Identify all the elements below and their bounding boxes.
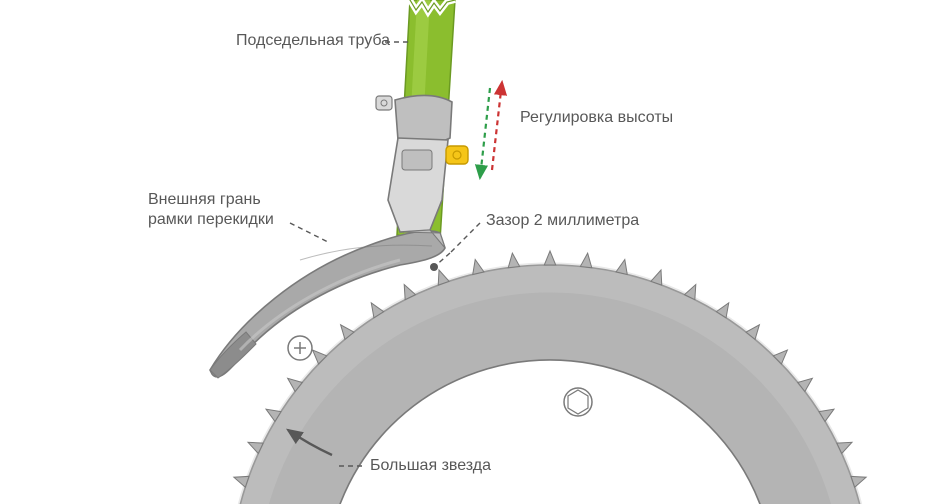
big-chainring xyxy=(230,265,870,504)
label-outer-cage-2: рамки перекидки xyxy=(148,211,274,228)
height-arrow-up xyxy=(492,82,502,170)
label-big-ring: Большая звезда xyxy=(370,457,491,474)
leader-line xyxy=(290,223,330,243)
label-outer-cage-1: Внешняя грань xyxy=(148,191,261,208)
label-seat-tube: Подседельная труба xyxy=(236,32,390,49)
diagram-canvas: Подседельная труба Регулировка высоты Внеш… xyxy=(0,0,930,504)
label-height-adj: Регулировка высоты xyxy=(520,109,673,126)
label-gap: Зазор 2 миллиметра xyxy=(486,212,639,229)
leader-line xyxy=(450,223,480,253)
clamp-bolt-icon xyxy=(446,146,468,164)
derailleur-body xyxy=(376,95,468,248)
height-arrow-down xyxy=(480,88,490,178)
